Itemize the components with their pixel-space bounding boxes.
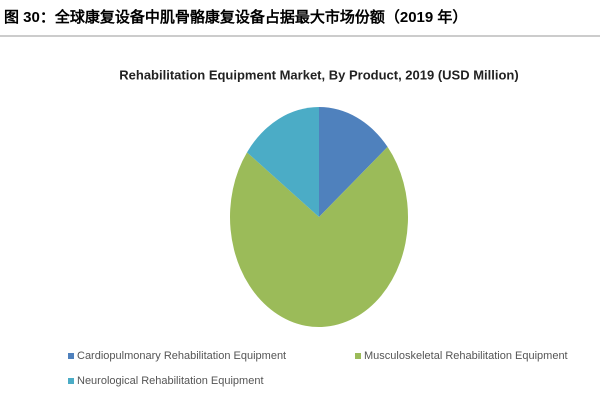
legend-swatch (355, 353, 361, 359)
header-title: 图 30：全球康复设备中肌骨骼康复设备占据最大市场份额（2019 年） (4, 8, 467, 26)
legend-swatch (68, 353, 74, 359)
pie-slice (230, 146, 408, 327)
legend-swatch (68, 378, 74, 384)
chart-title: Rehabilitation Equipment Market, By Prod… (119, 67, 518, 82)
legend-label: Neurological Rehabilitation Equipment (77, 375, 264, 387)
legend-label: Cardiopulmonary Rehabilitation Equipment (77, 350, 286, 362)
pie-slice (319, 107, 388, 217)
pie-slice (246, 107, 319, 217)
legend-label: Musculoskeletal Rehabilitation Equipment (364, 350, 568, 362)
